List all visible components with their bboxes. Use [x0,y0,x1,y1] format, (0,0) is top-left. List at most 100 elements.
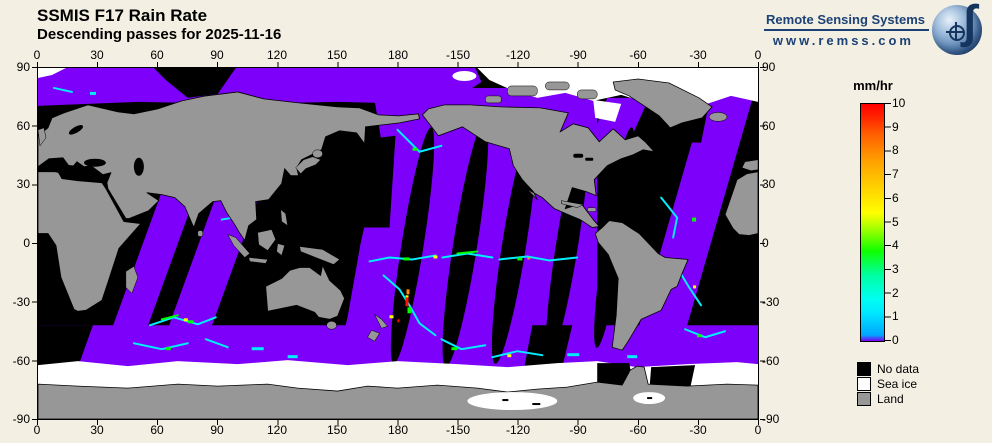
lon-label: -90 [569,423,587,437]
great-lakes [585,157,594,161]
colorbar-tick: 9 [892,120,899,134]
britain [38,127,47,147]
madagascar [125,266,139,294]
lon-label: 120 [266,423,288,437]
lon-label: 0 [33,48,41,62]
lat-label: -30 [762,295,780,309]
remss-logo[interactable]: Remote Sensing Systems www.remss.com ∫ [764,0,984,57]
rain-rate-colorbar [860,103,885,342]
lon-label: 90 [210,423,224,437]
arctic-island [507,85,538,97]
lon-label: 150 [326,48,348,62]
lat-label: -60 [762,354,780,368]
page-subtitle: Descending passes for 2025-11-16 [37,26,282,43]
java [248,257,269,264]
africa [38,171,142,312]
lat-label: -30 [12,295,30,309]
colorbar-tick: 10 [892,96,906,110]
crosshair-icon [946,22,965,41]
hispaniola [586,207,597,212]
lon-label: 30 [90,48,104,62]
colorbar-tick: 7 [892,167,899,181]
legend-label: No data [877,362,920,376]
land-layer [38,78,758,419]
lat-ticks-right [760,67,765,421]
lon-label: -60 [629,48,647,62]
australia [265,264,346,320]
remss-logo-url: www.remss.com [772,33,914,48]
lon-ticks-top [37,62,760,67]
colorbar-tick: 1 [892,309,899,323]
north-america [421,104,656,228]
colorbar-tickmarks [885,103,891,342]
sulawesi [276,243,285,256]
lat-label: 60 [762,119,776,133]
philippines [280,209,288,227]
rain-cells-layer [52,86,727,359]
cuba [561,200,585,208]
new-guinea [299,246,341,265]
lon-label: -60 [629,423,647,437]
lat-label: 0 [762,236,769,250]
lon-label: 60 [150,423,164,437]
world-rain-map [37,67,759,420]
lon-label: -90 [569,48,587,62]
colorbar-unit-label: mm/hr [853,78,893,93]
lon-label: 60 [150,48,164,62]
land-swatch [857,392,871,406]
iceland [708,112,728,122]
arctic-island [545,81,570,91]
lat-label: 60 [16,119,30,133]
lon-label: 180 [387,423,409,437]
lon-label: 0 [754,48,762,62]
japan [295,156,322,175]
borneo [257,229,276,251]
sea-ice-swatch [857,377,871,391]
colorbar-tick: 0 [892,333,899,347]
lon-label: -120 [505,423,531,437]
page-title: SSMIS F17 Rain Rate [37,6,208,25]
lat-label: -60 [12,354,30,368]
lon-label: 0 [33,423,41,437]
no-data-swatch [857,362,871,376]
lon-label: 120 [266,48,288,62]
antarctica [38,365,758,419]
lat-label: 90 [16,60,30,74]
legend-label: Land [877,392,904,406]
arctic-island [577,89,598,100]
sri-lanka [197,230,204,237]
legend-label: Sea ice [877,377,918,391]
lat-label: 30 [762,177,776,191]
black-sea [83,158,106,167]
iberia [741,159,758,171]
lon-label: 180 [387,48,409,62]
lon-label: -150 [445,423,471,437]
colorbar-tick: 8 [892,143,899,157]
integral-glyph-icon: ∫ [963,0,976,47]
new-zealand-south [367,329,380,342]
colorbar-tick: 4 [892,238,899,252]
west-africa-bulge [724,171,758,236]
caspian-sea [133,157,144,176]
lon-label: -30 [689,423,707,437]
south-america [594,220,689,351]
lat-label: -90 [762,412,780,426]
tasmania [326,321,337,330]
lon-label: 150 [326,423,348,437]
new-zealand-north [374,314,388,329]
lon-label: -150 [445,48,471,62]
lon-ticks-bottom [37,420,760,425]
eurasia [38,91,420,242]
lon-label: 30 [90,423,104,437]
mediterranean-sea [39,163,107,183]
colorbar-tick: 5 [892,215,899,229]
earth-globe-icon: ∫ [932,0,982,55]
lat-ticks-left [32,67,37,421]
sumatra [227,234,251,258]
great-lakes [573,153,584,158]
lat-label: 0 [23,236,30,250]
inland-water-layer [39,125,594,183]
lon-label: -30 [689,48,707,62]
arctic-island [485,95,502,104]
